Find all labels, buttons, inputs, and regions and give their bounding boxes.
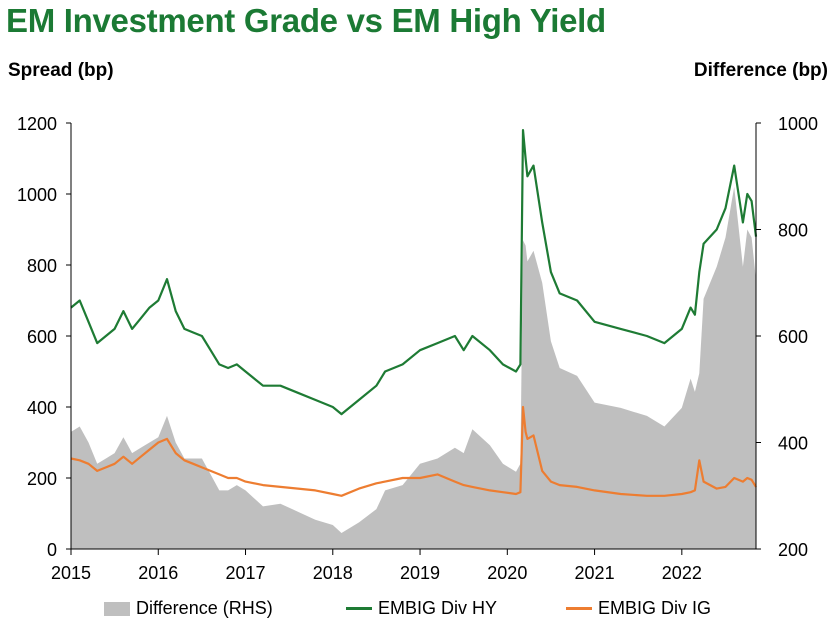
x-tick-label: 2017 — [225, 563, 265, 583]
legend-item-hy: EMBIG Div HY — [346, 598, 497, 619]
left-tick-label: 600 — [27, 327, 57, 347]
x-tick-label: 2022 — [662, 563, 702, 583]
axes-layer: 0 200 400 600 800 1000 1200 200 400 600 800 1000 201… — [17, 114, 818, 583]
chart-title: EM Investment Grade vs EM High Yield — [6, 2, 606, 39]
legend: Difference (RHS) EMBIG Div HY EMBIG Div … — [0, 598, 836, 624]
x-tick-label: 2020 — [487, 563, 527, 583]
left-axis-label: Spread (bp) — [8, 60, 114, 81]
x-tick-label: 2015 — [51, 563, 91, 583]
x-tick-label: 2016 — [138, 563, 178, 583]
left-tick-label: 200 — [27, 469, 57, 489]
right-tick-label: 200 — [778, 540, 808, 560]
series-lines-layer — [70, 129, 758, 497]
x-tick-label: 2021 — [575, 563, 615, 583]
legend-item-ig: EMBIG Div IG — [566, 598, 711, 619]
hy-swatch-icon — [346, 607, 372, 610]
difference-area-layer — [71, 186, 756, 549]
legend-label-ig: EMBIG Div IG — [598, 598, 712, 618]
left-tick-label: 400 — [27, 398, 57, 418]
x-tick-label: 2018 — [313, 563, 353, 583]
right-axis-label: Difference (bp) — [693, 60, 828, 81]
legend-label-hy: EMBIG Div HY — [378, 598, 498, 618]
ig-swatch-icon — [566, 607, 592, 610]
right-tick-label: 600 — [778, 327, 808, 347]
left-tick-label: 0 — [47, 540, 57, 560]
series-area-difference-rhs — [71, 186, 756, 549]
left-tick-label: 1200 — [17, 114, 57, 134]
right-tick-label: 400 — [778, 434, 808, 454]
right-tick-label: 1000 — [778, 114, 818, 134]
series-line-embig-div-hy — [70, 129, 758, 416]
x-tick-label: 2019 — [400, 563, 440, 583]
difference-swatch-icon — [104, 601, 130, 616]
legend-label-difference: Difference (RHS) — [136, 598, 273, 618]
left-tick-label: 1000 — [17, 185, 57, 205]
series-line-embig-div-ig — [70, 405, 757, 497]
legend-item-difference: Difference (RHS) — [104, 598, 273, 619]
right-tick-label: 800 — [778, 221, 808, 241]
left-tick-label: 800 — [27, 256, 57, 276]
